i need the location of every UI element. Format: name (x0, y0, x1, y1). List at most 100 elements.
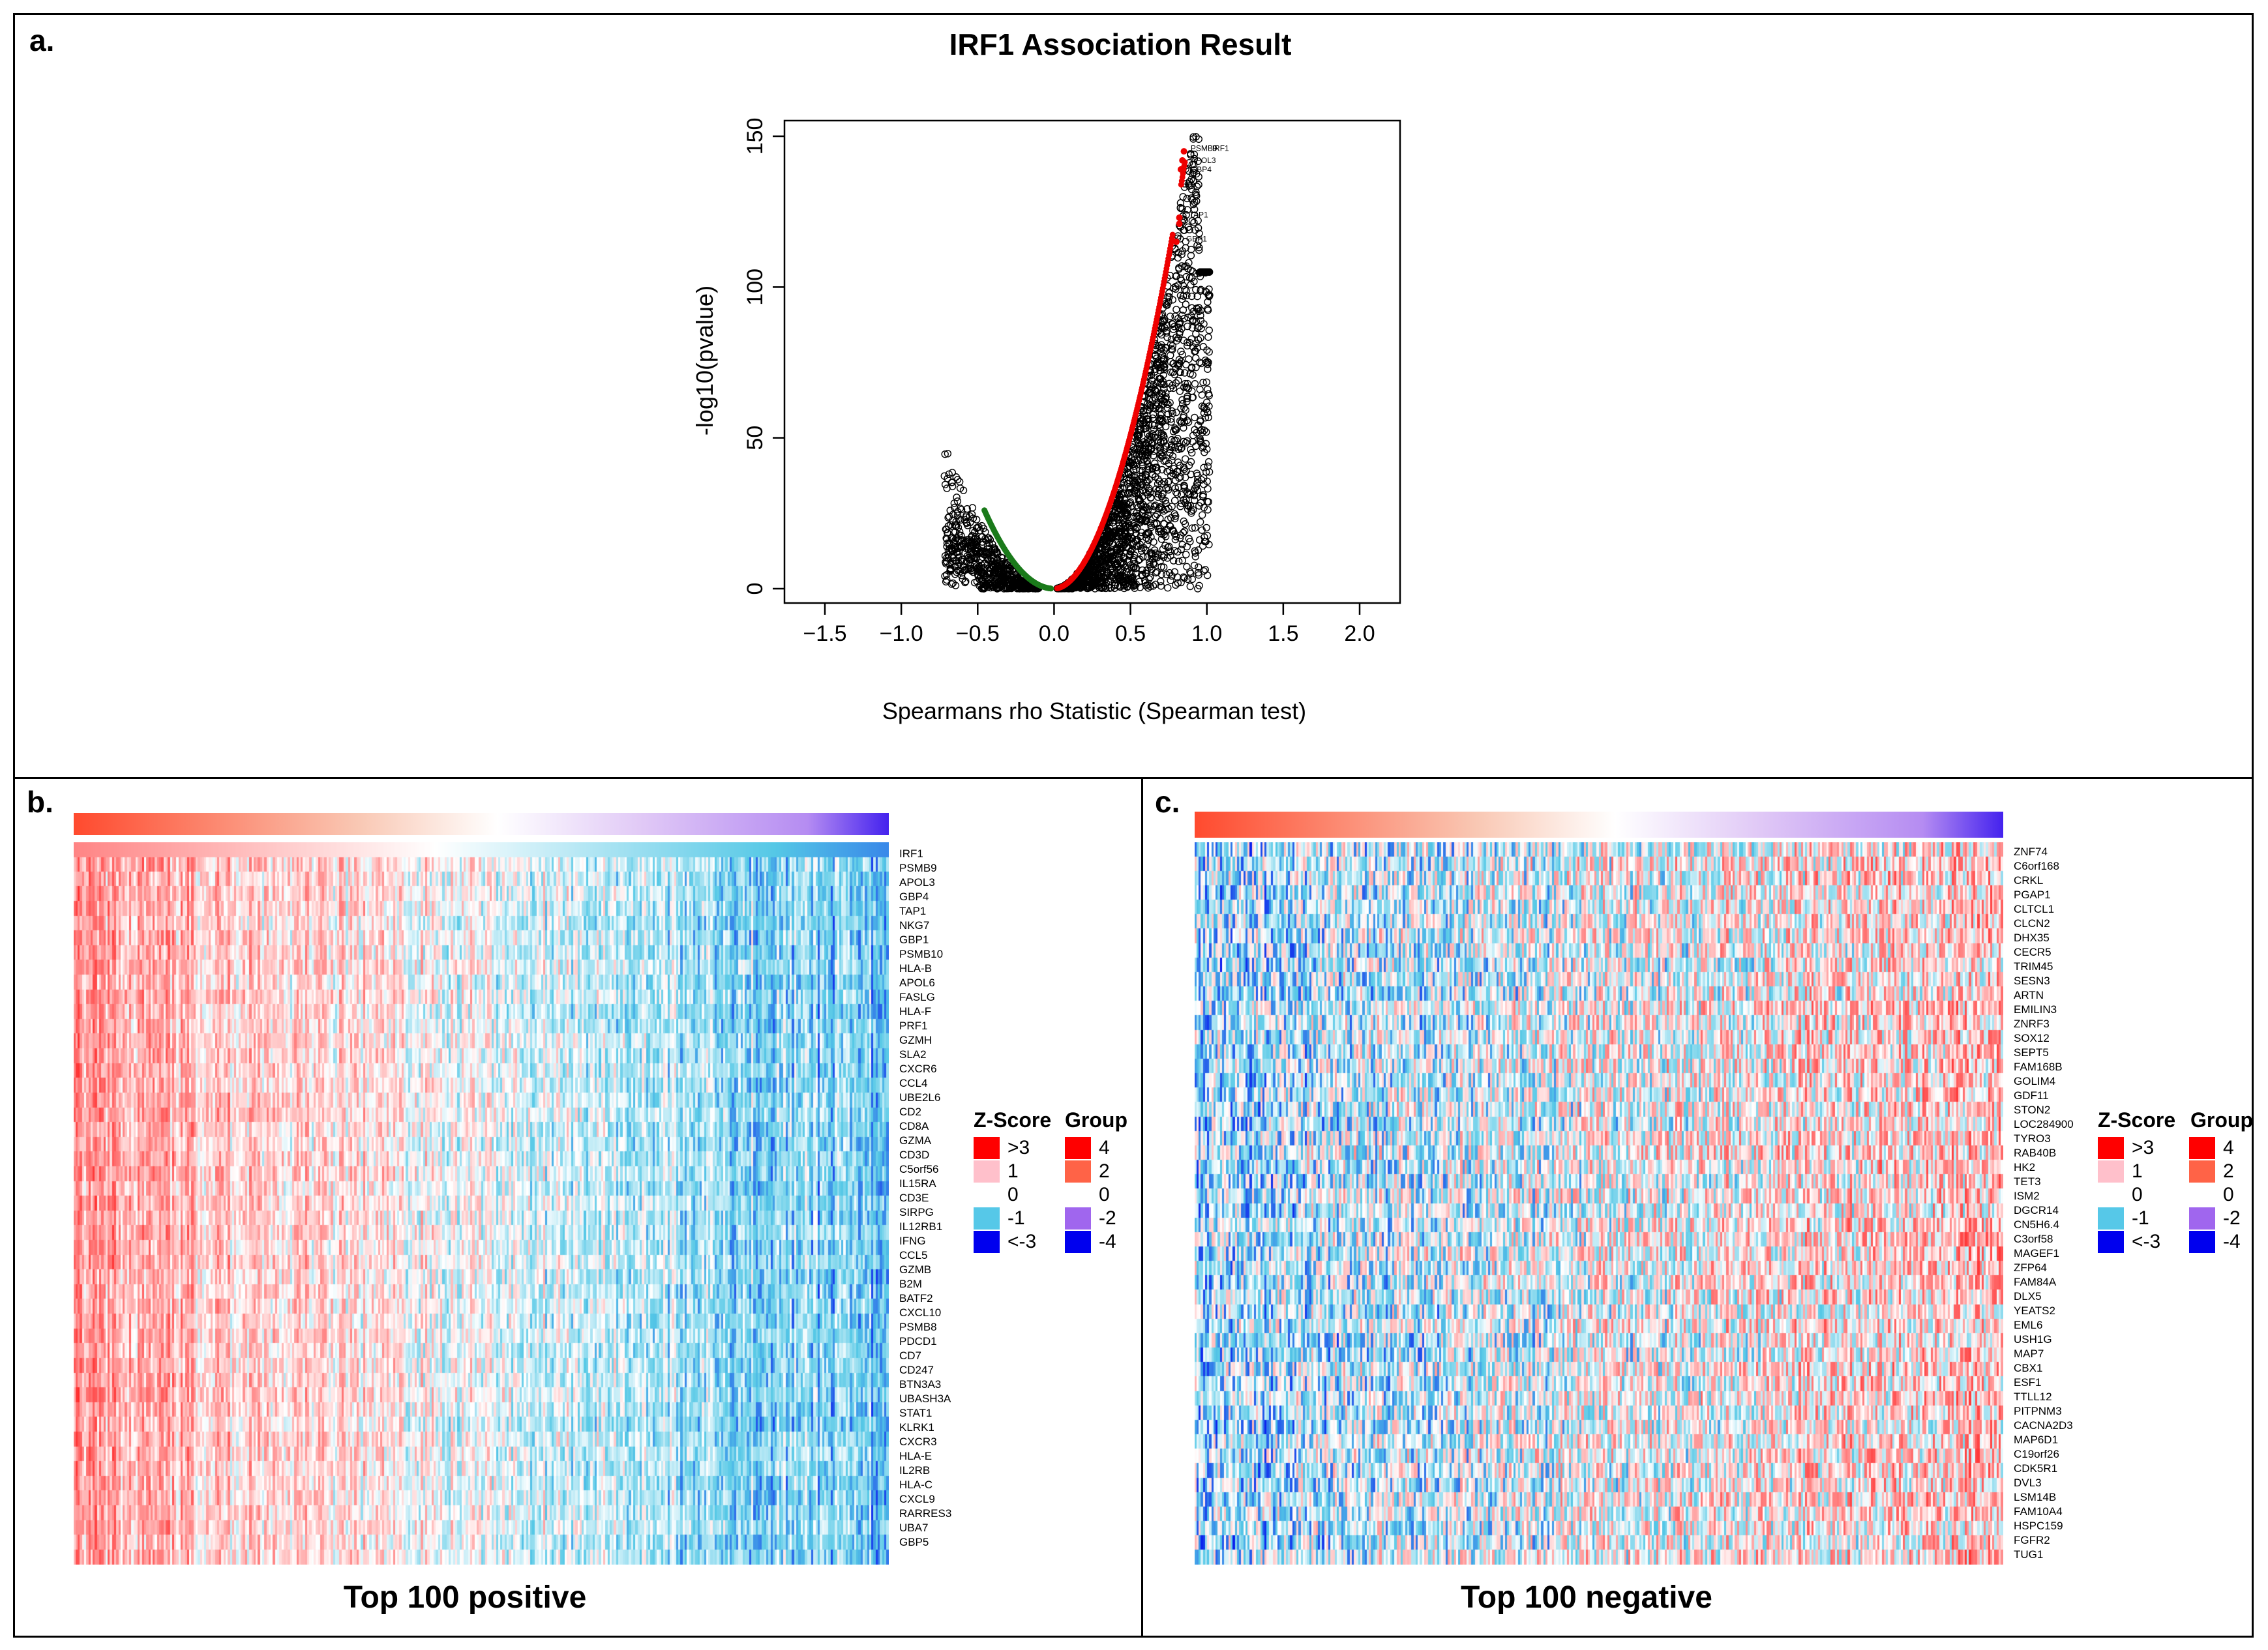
data-point-black (1150, 452, 1157, 460)
gene-label: HK2 (2014, 1161, 2036, 1173)
data-point-black (1165, 293, 1173, 301)
data-point-black (1189, 317, 1197, 325)
data-point-black (1174, 467, 1182, 476)
group-legend-item: -4 (1065, 1231, 1116, 1253)
data-point-black (959, 575, 966, 583)
data-point-black (1184, 206, 1191, 214)
x-tick-label: −1.5 (803, 621, 846, 646)
data-point-black (977, 564, 985, 572)
gene-label: CN5H6.4 (2014, 1218, 2059, 1231)
data-point-green (981, 507, 988, 514)
data-point-black (1105, 533, 1113, 541)
data-point-black (1131, 450, 1139, 458)
data-point-black (1152, 365, 1159, 373)
data-point-black (1204, 506, 1212, 514)
data-point-black (1000, 575, 1008, 583)
gene-label: GBP5 (899, 1536, 929, 1548)
data-point-black (1120, 479, 1128, 487)
gene-label: GDF11 (2014, 1089, 2049, 1102)
data-point-black (1203, 571, 1212, 580)
data-point-black (1004, 571, 1012, 579)
data-point-black (1187, 149, 1195, 158)
data-point-black (1070, 581, 1079, 589)
data-point-black (1183, 383, 1191, 391)
gene-label: PDCD1 (899, 1335, 937, 1348)
gene-label: CD3E (899, 1192, 929, 1204)
zscore-legend-item: -1 (974, 1207, 1025, 1230)
gene-label: LOC284900 (2014, 1118, 2074, 1130)
data-point-black (1086, 567, 1094, 575)
data-point-black (1197, 312, 1204, 319)
data-point-black (945, 470, 953, 479)
data-point-black (1146, 380, 1154, 388)
data-point-red (1176, 220, 1183, 228)
data-point-black (1169, 409, 1176, 418)
data-point-black (1164, 515, 1172, 523)
data-point-black (1178, 325, 1186, 332)
data-point-black (949, 535, 957, 543)
data-point-black (1144, 536, 1152, 544)
data-point-black (1097, 562, 1105, 570)
data-point-black (1172, 333, 1180, 342)
data-point-black (1194, 216, 1202, 225)
point-label: APOL3 (1191, 156, 1216, 165)
data-point-black (1144, 421, 1153, 429)
data-point-black (1142, 582, 1150, 589)
data-point-black (1135, 494, 1142, 503)
data-point-black (1195, 502, 1203, 510)
data-point-black (1131, 560, 1139, 568)
data-point-black (1167, 340, 1175, 348)
data-point-black (979, 585, 987, 593)
gene-label: GBP1 (899, 934, 929, 946)
gene-label: CCL4 (899, 1077, 928, 1089)
data-point-black (1188, 394, 1197, 402)
point-label: TAP1 (1189, 210, 1208, 219)
gene-label: TRIM45 (2014, 960, 2053, 973)
data-point-black (1178, 444, 1186, 452)
legend-swatch (974, 1231, 1000, 1253)
gene-label: CBX1 (2014, 1362, 2043, 1374)
data-point-black (966, 512, 974, 520)
group-legend-title: Group (1065, 1108, 1127, 1132)
legend-swatch (2189, 1184, 2215, 1206)
data-point-black (1148, 464, 1157, 472)
data-point-black (1191, 549, 1199, 557)
data-point-black (1182, 551, 1190, 559)
zscore-legend-item: 0 (974, 1184, 1019, 1206)
data-point-black (1188, 304, 1196, 312)
data-point-black (1126, 473, 1134, 482)
gene-label: CLCN2 (2014, 917, 2050, 930)
x-tick-label: 0.0 (1039, 621, 1069, 646)
data-point-black (1121, 540, 1129, 548)
legend-label: 4 (2223, 1137, 2234, 1158)
group-legend-item: 0 (2189, 1184, 2234, 1206)
gene-label: ESF1 (2014, 1376, 2042, 1389)
data-point-black (981, 548, 989, 555)
data-point-black (1186, 274, 1194, 282)
data-point-black (1087, 559, 1095, 567)
gene-list-positive: IRF1 PSMB9 APOL3 GBP4 TAP1 NKG7 GBP1 PSMB10 HLA-… (899, 847, 951, 1550)
data-point-black (992, 565, 1000, 572)
data-point-black (1172, 282, 1180, 291)
legend-swatch (1065, 1184, 1091, 1206)
heatmap-positive (74, 842, 889, 1565)
data-point-black (1110, 548, 1118, 557)
data-point-black (1154, 437, 1163, 445)
data-point-black (991, 544, 999, 552)
data-point-black (1180, 527, 1189, 535)
gene-label: EMILIN3 (2014, 1003, 2057, 1016)
data-point-black (1195, 323, 1203, 331)
gene-label: FGFR2 (2014, 1534, 2050, 1546)
data-point-black (1100, 533, 1109, 540)
data-point-black (1196, 437, 1204, 445)
gene-label: HLA-B (899, 962, 933, 975)
data-point-black (993, 584, 1001, 593)
data-point-black (1169, 557, 1178, 565)
data-point-black (1155, 505, 1163, 513)
data-point-black (1152, 549, 1159, 557)
data-point-black (1157, 535, 1166, 543)
data-point-black (1166, 449, 1174, 457)
data-point-black (984, 555, 992, 563)
x-tick-label: 1.5 (1268, 621, 1298, 646)
data-point-black (967, 567, 976, 575)
